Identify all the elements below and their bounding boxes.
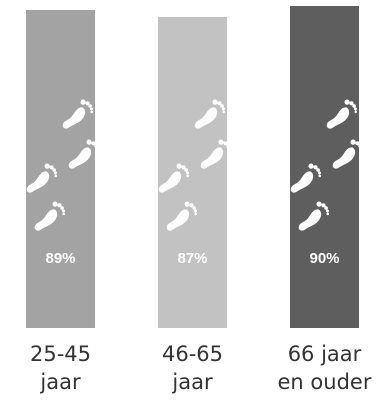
category-label-line: jaar	[172, 370, 213, 394]
category-label-line: 46-65	[161, 342, 224, 366]
footprint-icon	[188, 93, 230, 143]
footprint-icon	[292, 195, 334, 245]
footprint-icon	[160, 195, 202, 245]
category-label: 66 jaar en ouder	[265, 340, 383, 396]
bar-3: 90%	[290, 6, 364, 328]
category-label-line: jaar	[40, 370, 81, 394]
bar-1: 89%	[26, 9, 100, 328]
footprint-icon	[326, 133, 368, 183]
bar-value-label: 89%	[45, 250, 76, 267]
footprint-icon	[56, 93, 98, 143]
category-label: 46-65 jaar	[133, 340, 253, 396]
footprint-icon	[28, 195, 70, 245]
category-label-line: 66 jaar	[287, 342, 362, 366]
footprint-icon	[152, 157, 194, 207]
footprint-icon	[284, 157, 326, 207]
footprint-icon	[194, 133, 236, 183]
footprint-icon	[20, 157, 62, 207]
bar-value-label: 90%	[309, 250, 340, 267]
category-label-line: 25-45	[29, 342, 92, 366]
footprint-icon	[320, 93, 362, 143]
footprint-icon	[62, 133, 104, 183]
category-label: 25-45 jaar	[1, 340, 121, 396]
bar-value-label: 87%	[177, 250, 208, 267]
category-label-line: en ouder	[277, 370, 372, 394]
bar-2: 87%	[158, 16, 232, 328]
